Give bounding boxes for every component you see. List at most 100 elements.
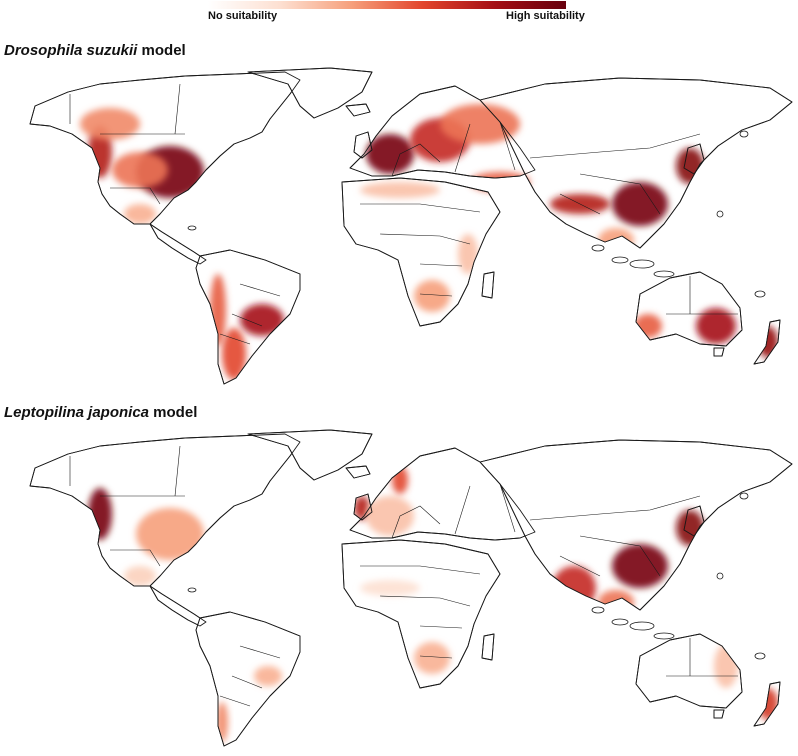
country-border	[391, 505, 441, 539]
country-border	[239, 283, 281, 297]
island	[591, 606, 605, 614]
coastline-british-isles	[353, 493, 373, 521]
suitability-layer	[80, 104, 778, 380]
species-name: Drosophila suzukii	[4, 42, 138, 59]
country-border	[231, 313, 263, 327]
country-border	[529, 133, 701, 159]
coastline-asia	[479, 439, 793, 611]
island	[611, 256, 629, 264]
suitability-hotspot-north-africa	[360, 182, 440, 198]
coastline-new-zealand	[753, 319, 781, 365]
suitability-hotspot-west-russia	[440, 104, 520, 144]
island	[739, 130, 749, 138]
coastline-central-america	[149, 585, 207, 627]
suitability-hotspot-western-europe	[366, 134, 414, 174]
country-border	[499, 121, 516, 171]
coastline-africa	[341, 177, 501, 327]
country-border	[419, 655, 453, 659]
suitability-hotspot-british-isles	[354, 496, 370, 520]
coastline-iceland	[345, 465, 371, 479]
country-border	[454, 485, 471, 535]
island	[187, 587, 197, 593]
coastline-new-zealand	[753, 681, 781, 727]
coastline-north-america	[29, 433, 301, 587]
island	[754, 290, 766, 298]
country-border	[579, 173, 661, 215]
suitability-legend: No suitability High suitability	[0, 0, 798, 26]
suitability-hotspot-east-china	[612, 182, 668, 226]
leptopilina-suitability-map	[29, 429, 793, 747]
coastline-japan	[683, 143, 705, 175]
suitability-hotspot-west-africa	[360, 580, 420, 596]
suitability-hotspot-india	[552, 566, 596, 610]
country-border	[529, 495, 701, 521]
island	[716, 210, 724, 218]
coastline-australia	[635, 633, 743, 709]
suitability-hotspot-mexico	[124, 204, 156, 224]
suitability-hotspot-southeast-australia	[696, 308, 736, 344]
coastline-europe	[349, 85, 536, 179]
country-border	[559, 555, 601, 577]
suitability-hotspot-western-europe	[366, 496, 414, 536]
country-border	[391, 143, 441, 177]
suitability-hotspot-southern-africa	[414, 642, 450, 674]
island	[591, 244, 605, 252]
suitability-hotspot-mexico	[124, 566, 156, 586]
country-border	[454, 123, 471, 173]
species-name: Leptopilina japonica	[4, 404, 150, 421]
country-border	[579, 535, 661, 577]
island	[716, 572, 724, 580]
coastline-tasmania	[713, 347, 725, 357]
country-border	[231, 675, 263, 689]
country-border	[239, 645, 281, 659]
coastline-south-america	[195, 249, 301, 385]
country-border	[419, 293, 453, 297]
island	[629, 259, 655, 269]
suitability-hotspot-southeast-brazil-uruguay	[240, 304, 284, 336]
coastline-europe	[349, 447, 536, 541]
country-border	[379, 233, 471, 245]
country-border	[174, 445, 181, 497]
island	[187, 225, 197, 231]
country-border	[174, 83, 181, 135]
coastline-japan	[683, 505, 705, 537]
country-border	[419, 625, 463, 629]
coastline-south-america	[195, 611, 301, 747]
coastline-british-isles	[353, 131, 373, 159]
panel-title-drosophila: Drosophila suzukii model	[4, 42, 186, 59]
suitability-hotspot-argentina-chile	[222, 328, 246, 380]
suitability-hotspot-western-canada	[80, 108, 140, 140]
suitability-hotspot-eastern-usa	[136, 508, 204, 560]
island	[611, 618, 629, 626]
landmass-south-america	[195, 611, 301, 747]
country-border	[219, 695, 251, 707]
suitability-hotspot-east-africa	[458, 234, 478, 274]
island	[739, 492, 749, 500]
legend-color-ramp	[208, 1, 566, 9]
country-border	[110, 187, 161, 205]
coastline-tasmania	[713, 709, 725, 719]
suitability-hotspot-southern-africa	[414, 280, 450, 312]
legend-high-label: High suitability	[506, 10, 585, 22]
suitability-hotspot-east-china	[612, 544, 668, 588]
coastline-madagascar	[481, 271, 495, 299]
suitability-hotspot-norway-coast	[392, 466, 408, 494]
suitability-hotspot-southeast-brazil	[254, 666, 282, 686]
country-border	[360, 203, 481, 213]
island	[754, 652, 766, 660]
panel-title-leptopilina: Leptopilina japonica model	[4, 404, 197, 421]
coastline-africa	[341, 539, 501, 689]
suitability-hotspot-southwest-australia	[634, 314, 662, 338]
country-border	[360, 565, 481, 575]
coastline-greenland	[247, 67, 373, 119]
coastline-asia	[479, 77, 793, 249]
country-border	[419, 263, 463, 267]
drosophila-suitability-map	[29, 67, 793, 385]
coastline-madagascar	[481, 633, 495, 661]
title-suffix: model	[137, 42, 186, 59]
coastline-australia	[635, 271, 743, 347]
country-border	[499, 483, 516, 533]
country-border	[559, 193, 601, 215]
coastline-iceland	[345, 103, 371, 117]
legend-low-label: No suitability	[208, 10, 278, 22]
